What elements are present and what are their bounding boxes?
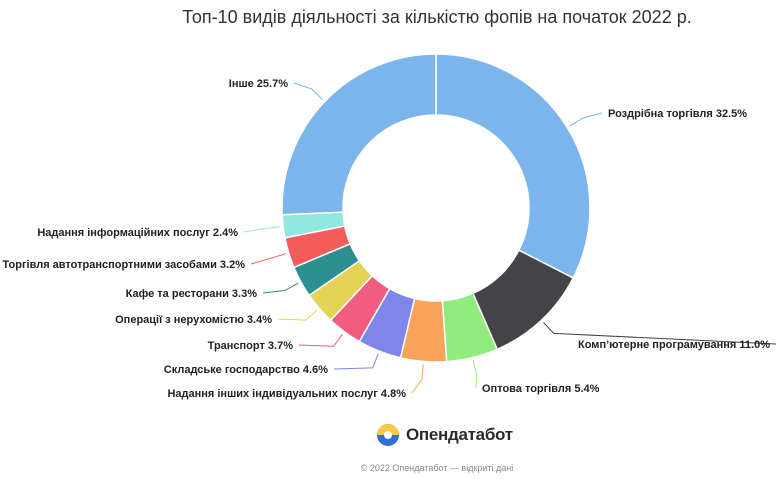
connector-комп’ютерне-програмування bbox=[543, 322, 777, 345]
slice-роздрібна-торгівля[interactable] bbox=[435, 53, 591, 279]
label-інше: Інше 25.7% bbox=[229, 78, 288, 90]
copyright-text: © 2022 Опендатабот — відкриті дані bbox=[360, 463, 514, 473]
slice-інше[interactable] bbox=[281, 53, 437, 216]
label-роздрібна-торгівля: Роздрібна торгівля 32.5% bbox=[608, 108, 747, 120]
label-торгівля-автотранспортними-засобами: Торгівля автотранспортними засобами 3.2% bbox=[3, 259, 246, 271]
connector-роздрібна-торгівля bbox=[569, 112, 603, 127]
connector-транспорт bbox=[298, 333, 343, 347]
label-комп’ютерне-програмування: Комп’ютерне програмування 11.0% bbox=[578, 339, 770, 351]
connector-складське-господарство bbox=[333, 353, 379, 370]
label-кафе-та-ресторани: Кафе та ресторани 3.3% bbox=[126, 288, 258, 300]
connector-надання-інформаційних-послуг bbox=[243, 226, 281, 233]
label-оптова-торгівля: Оптова торгівля 5.4% bbox=[482, 383, 600, 395]
label-операції-з-нерухомістю: Операції з нерухомістю 3.4% bbox=[115, 314, 272, 326]
connector-інше bbox=[293, 82, 323, 100]
label-надання-інших-індивідуальних-послуг: Надання інших індивідуальних послуг 4.8% bbox=[167, 388, 406, 400]
chart-title: Топ-10 видів діяльності за кількістю фоп… bbox=[182, 7, 692, 27]
label-надання-інформаційних-послуг: Надання інформаційних послуг 2.4% bbox=[37, 227, 238, 239]
label-складське-господарство: Складське господарство 4.6% bbox=[164, 364, 328, 376]
brand-logo: Опендатабот bbox=[376, 422, 513, 448]
connector-торгівля-автотранспортними-засобами bbox=[250, 253, 286, 265]
connector-оптова-торгівля bbox=[472, 360, 478, 389]
connector-операції-з-нерухомістю bbox=[277, 309, 318, 321]
label-транспорт: Транспорт 3.7% bbox=[208, 340, 294, 352]
connector-надання-інших-індивідуальних-послуг bbox=[411, 364, 424, 394]
brand-name: Опендатабот bbox=[406, 425, 513, 444]
connector-кафе-та-ресторани bbox=[262, 282, 299, 294]
opendatabot-logo-icon bbox=[377, 424, 399, 446]
